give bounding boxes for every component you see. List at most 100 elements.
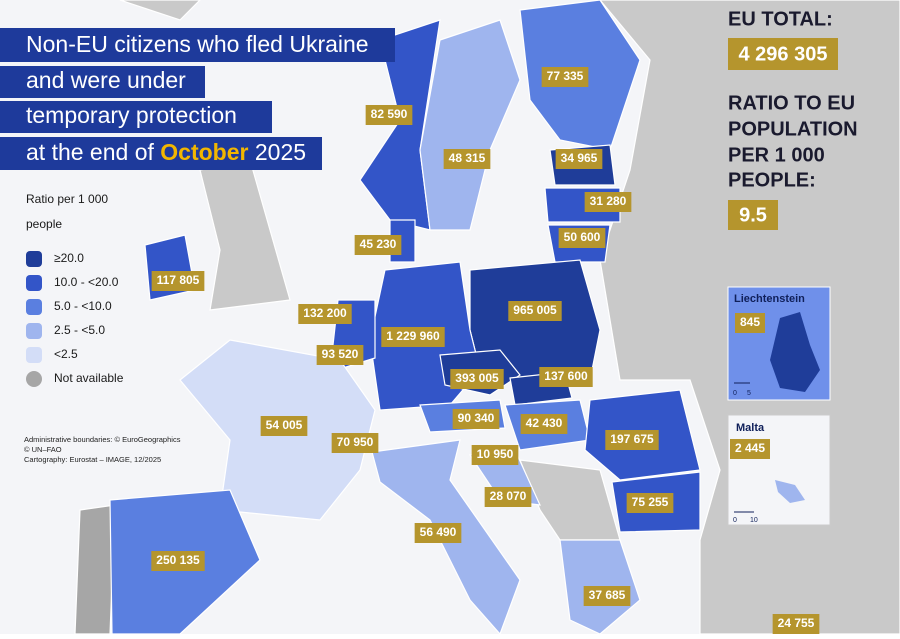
- country-value: 56 490: [420, 525, 457, 539]
- legend-label: 5.0 - <10.0: [54, 299, 112, 313]
- value-box: [520, 414, 568, 434]
- ratio-label: PER 1 000: [728, 144, 825, 166]
- credits: Administrative boundaries: © EuroGeograp…: [24, 435, 181, 464]
- credit: Administrative boundaries: © EuroGeograp…: [24, 435, 181, 444]
- inset-value: 845: [740, 315, 760, 329]
- credit: © UN–FAO: [24, 445, 62, 454]
- country-value: 54 005: [266, 418, 303, 432]
- value-box: [558, 228, 606, 248]
- inset-name: Malta: [736, 422, 765, 434]
- title-line: temporary protection: [26, 102, 237, 128]
- title-line: and were under: [26, 67, 186, 93]
- inset-malta: Malta 2 445 0 10: [727, 414, 831, 526]
- country-value: 28 070: [490, 489, 527, 503]
- legend-swatch: [26, 347, 42, 363]
- sweden: [419, 19, 521, 231]
- country-value: 31 280: [590, 194, 627, 208]
- country-value: 90 340: [458, 411, 495, 425]
- value-box: [772, 614, 820, 634]
- portugal: [74, 504, 116, 635]
- country-value: 37 685: [589, 588, 626, 602]
- title-band: [0, 137, 322, 170]
- value-box: [151, 271, 205, 291]
- value-box: [260, 416, 308, 436]
- country-value: 197 675: [610, 432, 654, 446]
- ratio-box: [728, 200, 778, 230]
- title-line: Non-EU citizens who fled Ukraine: [26, 31, 369, 57]
- title-band: [0, 66, 205, 98]
- value-box: [443, 149, 491, 169]
- country-value: 34 965: [561, 151, 598, 165]
- inset-country: [775, 480, 805, 503]
- country-labels: 77 335 82 590 48 315 34 965 31 280 50 600 45 2…: [151, 67, 820, 634]
- country-value: 965 005: [513, 303, 557, 317]
- scale-label: 0: [733, 517, 737, 524]
- legend-swatch: [26, 251, 42, 267]
- country-value: 1 229 960: [386, 329, 440, 343]
- country-value: 82 590: [371, 107, 408, 121]
- total-value: 4 296 305: [739, 43, 828, 65]
- country-value: 137 600: [544, 369, 588, 383]
- value-box: [626, 493, 674, 513]
- value-box: [471, 445, 519, 465]
- country-value: 75 255: [632, 495, 669, 509]
- value-box: [735, 313, 765, 333]
- country-value: 93 520: [322, 347, 359, 361]
- scale-label: 10: [750, 517, 758, 524]
- title-band: [0, 28, 395, 62]
- legend-label: 10.0 - <20.0: [54, 275, 119, 289]
- legend-title: Ratio per 1 000: [26, 192, 108, 206]
- value-box: [316, 345, 364, 365]
- title-part: at the end of: [26, 139, 154, 165]
- value-box: [584, 192, 632, 212]
- country-value: 24 755: [778, 616, 815, 630]
- total-label: EU TOTAL:: [728, 8, 833, 30]
- title-line: at the end of October 2025: [26, 139, 306, 165]
- country-value: 132 200: [303, 306, 347, 320]
- scale-label: 0: [733, 390, 737, 397]
- value-box: [508, 301, 562, 321]
- country-value: 48 315: [449, 151, 486, 165]
- ratio-label: RATIO TO EU: [728, 92, 855, 114]
- value-box: [414, 523, 462, 543]
- value-box: [298, 304, 352, 324]
- legend-label: Not available: [54, 371, 124, 385]
- ratio-value: 9.5: [739, 204, 767, 226]
- title: Non-EU citizens who fled Ukraine and wer…: [0, 28, 395, 170]
- legend-swatch: [26, 275, 42, 291]
- legend-swatch: [26, 371, 42, 387]
- country-value: 70 950: [337, 435, 374, 449]
- legend-label: ≥20.0: [54, 251, 84, 265]
- total-box: [728, 38, 838, 70]
- country-value: 393 005: [455, 371, 499, 385]
- country-value: 77 335: [547, 69, 584, 83]
- country-value: 42 430: [526, 416, 563, 430]
- value-box: [354, 235, 402, 255]
- legend-swatch: [26, 299, 42, 315]
- value-box: [450, 369, 504, 389]
- inset-frame: [727, 414, 831, 526]
- ratio-label: PEOPLE:: [728, 169, 816, 191]
- legend-label: 2.5 - <5.0: [54, 323, 105, 337]
- value-box: [331, 433, 379, 453]
- title-band: [0, 101, 272, 133]
- value-box: [583, 586, 631, 606]
- inset-country: [770, 312, 820, 392]
- value-box: [365, 105, 413, 125]
- value-box: [381, 327, 445, 347]
- value-box: [151, 551, 205, 571]
- title-highlight: October: [160, 139, 248, 165]
- ratio-label: POPULATION: [728, 118, 858, 140]
- value-box: [555, 149, 603, 169]
- country-value: 250 135: [156, 553, 200, 567]
- value-box: [605, 430, 659, 450]
- value-box: [730, 439, 770, 459]
- value-box: [539, 367, 593, 387]
- country-value: 50 600: [564, 230, 601, 244]
- non-eu-north: [119, 0, 201, 21]
- title-part: 2025: [255, 139, 306, 165]
- value-box: [541, 67, 589, 87]
- legend-swatch: [26, 323, 42, 339]
- credit: Cartography: Eurostat – IMAGE, 12/2025: [24, 455, 161, 464]
